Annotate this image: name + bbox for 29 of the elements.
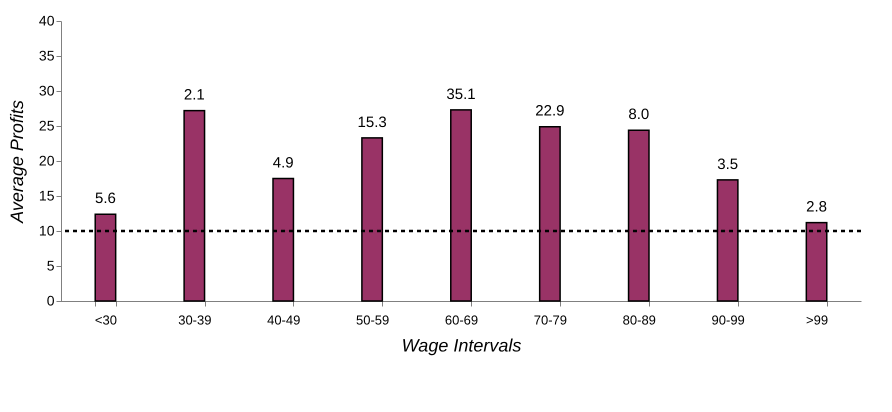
annotation: 2.1 — [184, 86, 205, 104]
x-tick-label: 60-69 — [444, 312, 478, 328]
y-tick-label: 30 — [38, 82, 55, 98]
y-tick-label: 35 — [38, 48, 55, 64]
annotation: 35.1 — [446, 86, 476, 103]
x-tick-label: 50-59 — [356, 312, 390, 328]
y-tick-label: 40 — [38, 12, 55, 28]
annotation: 2.8 — [806, 198, 827, 216]
annotation: 15.3 — [358, 114, 387, 131]
x-axis-title: Wage Intervals — [402, 336, 522, 356]
annotation: 4.9 — [272, 154, 294, 172]
annotation: 3.5 — [717, 156, 738, 173]
x-tick-label: 70-79 — [534, 312, 568, 328]
annotation: 5.6 — [95, 190, 116, 208]
y-tick-label: 25 — [38, 118, 55, 134]
x-tick-label: <30 — [94, 312, 117, 328]
x-tick-label: 40-49 — [267, 312, 300, 328]
y-axis-title: Average Profits — [6, 100, 27, 224]
y-tick-label: 15 — [38, 188, 55, 204]
annotation: 22.9 — [535, 102, 564, 120]
x-tick-label: 80-89 — [622, 312, 656, 328]
x-tick-label: 90-99 — [712, 312, 745, 328]
x-tick-label: 30-39 — [178, 312, 212, 328]
x-tick-label: >99 — [806, 312, 828, 328]
y-tick-label: 5 — [46, 258, 55, 274]
y-tick-label: 0 — [46, 292, 55, 308]
y-tick-label: 10 — [38, 222, 55, 238]
y-tick-label: 20 — [38, 152, 55, 168]
annotation: 8.0 — [628, 106, 650, 124]
